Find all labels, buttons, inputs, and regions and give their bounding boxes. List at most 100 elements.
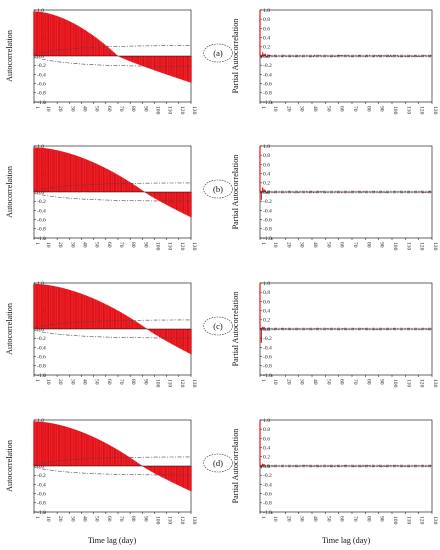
acf-chart-2: -1.0-0.8-0.6-0.4-0.20.00.20.40.60.81.011… [5,144,197,251]
x-tick-label: 130 [191,106,197,115]
y-tick-label: 1.0 [263,418,270,424]
confidence-lower [33,57,191,67]
y-tick-label: 0.0 [263,464,270,470]
y-tick-label: -0.8 [37,501,46,507]
y-tick-label: 0.6 [263,26,270,32]
y-tick-label: -0.8 [37,91,46,97]
x-tick-label: 110 [167,516,173,524]
x-tick-label: 1 [260,106,266,109]
y-axis-label: Partial Autocorrelation [231,19,240,94]
y-tick-label: -0.2 [37,63,46,69]
x-tick-label: 1 [260,242,266,245]
y-tick-label: -1.0 [263,510,272,516]
y-tick-label: -0.8 [37,364,46,370]
x-tick-label: 80 [365,516,371,522]
y-tick-label: -0.2 [263,199,272,205]
y-tick-label: -0.6 [263,492,272,498]
x-tick-label: 100 [154,106,160,115]
pacf-chart-4: -1.0-0.8-0.6-0.4-0.20.00.20.40.60.81.01 1… [231,418,438,525]
x-tick-label: 120 [179,379,185,388]
x-tick-label: 30 [299,516,305,522]
x-tick-label: 110 [405,242,411,250]
y-tick-label: 0.6 [263,299,270,305]
y-tick-label: -1.0 [263,100,272,106]
x-tick-label: 60 [106,242,112,248]
x-tick-label: 10 [272,242,278,248]
confidence-upper [33,45,191,55]
x-tick-label: 90 [379,106,385,112]
x-tick-label: 10 [272,106,278,112]
y-tick-label: 1.0 [37,144,44,150]
panel-tag-label: (c) [213,321,223,331]
panel-tag-outline [203,179,233,199]
x-tick-label: 80 [365,242,371,248]
x-tick-label: 110 [167,242,173,250]
y-tick-label: 0.8 [263,153,270,159]
x-tick-label: 100 [392,106,398,115]
x-tick-label: 90 [142,242,148,248]
x-tick-label: 30 [299,379,305,385]
x-tick-label: 90 [379,516,385,522]
y-tick-label: -1.0 [37,373,46,379]
x-tick-label: 60 [339,516,345,522]
x-tick-label: 80 [130,106,136,112]
x-tick-label: 80 [365,379,371,385]
y-tick-label: -0.8 [263,364,272,370]
y-tick-label: -0.4 [37,72,46,78]
x-tick-label: 60 [106,379,112,385]
x-axis-label-pacf: Time lag (day) [322,536,371,545]
confidence-upper [33,182,191,191]
y-tick-label: -0.6 [37,355,46,361]
x-tick-label: 20 [285,516,291,522]
y-tick-label: 0.2 [263,45,270,51]
x-axis-label-acf: Time lag (day) [88,536,137,545]
y-tick-label: -0.4 [263,72,272,78]
x-tick-label: 70 [352,379,358,385]
x-tick-label: 130 [191,516,197,525]
x-tick-label: 100 [392,516,398,525]
x-tick-label: 120 [179,516,185,525]
y-tick-label: -0.2 [37,336,46,342]
y-axis-label: Partial Autocorrelation [231,429,240,504]
pacf-chart-3: -1.0-0.8-0.6-0.4-0.20.00.20.40.60.81.01 1… [231,281,438,388]
x-tick-label: 130 [432,379,438,388]
y-tick-label: -0.2 [37,473,46,479]
y-tick-label: 0.2 [263,181,270,187]
x-tick-label: 40 [312,106,318,112]
x-tick-label: 40 [312,379,318,385]
x-tick-label: 120 [419,106,425,115]
acf-chart-4: -1.0-0.8-0.6-0.4-0.20.00.20.40.60.81.011… [5,418,197,525]
y-tick-label: -0.8 [263,501,272,507]
x-tick-label: 30 [299,106,305,112]
y-tick-label: 1.0 [263,144,270,150]
x-tick-label: 50 [94,242,100,248]
x-tick-label: 1 [34,379,40,382]
y-tick-label: -0.4 [263,482,272,488]
y-tick-label: -0.8 [37,227,46,233]
panel-tag-outline [203,43,233,63]
y-tick-label: 1.0 [37,418,44,424]
y-tick-label: 1.0 [37,8,44,14]
confidence-lower [33,193,191,202]
x-tick-label: 1 [34,516,40,519]
x-tick-label: 50 [94,516,100,522]
x-tick-label: 70 [118,516,124,522]
y-tick-label: -1.0 [37,510,46,516]
x-tick-label: 1 [260,516,266,519]
x-tick-label: 50 [325,106,331,112]
y-tick-label: -1.0 [263,373,272,379]
x-tick-label: 60 [339,379,345,385]
panel-tag-label: (b) [213,184,223,194]
y-tick-label: -0.6 [263,355,272,361]
y-tick-label: 1.0 [37,281,44,287]
y-tick-label: -0.6 [37,82,46,88]
x-tick-label: 40 [312,242,318,248]
x-tick-label: 50 [325,379,331,385]
y-tick-label: -0.4 [37,208,46,214]
x-tick-label: 20 [57,379,63,385]
x-tick-label: 90 [379,242,385,248]
x-tick-label: 50 [325,516,331,522]
x-tick-label: 30 [299,242,305,248]
y-axis-label: Partial Autocorrelation [231,155,240,230]
y-tick-label: 0.2 [263,318,270,324]
